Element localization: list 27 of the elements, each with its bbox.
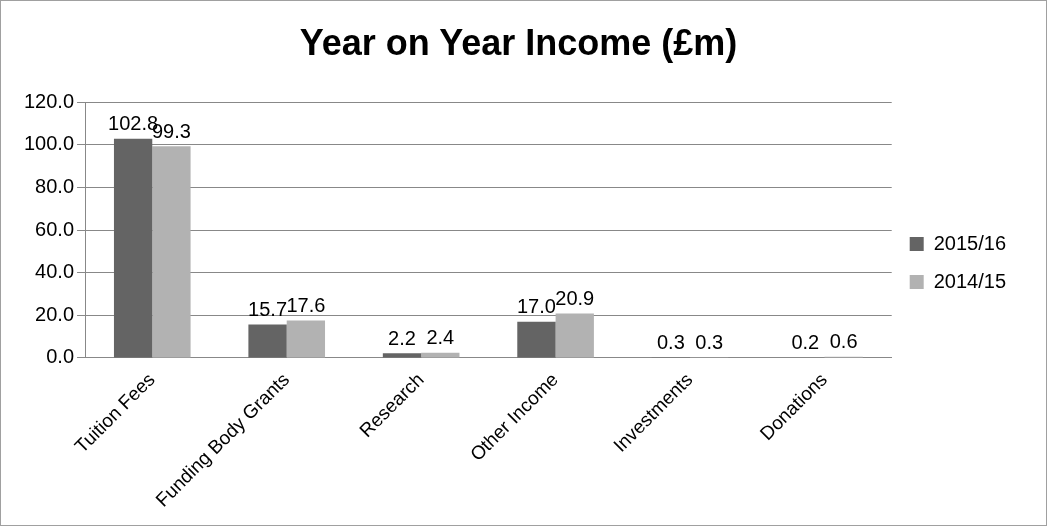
y-tick-label: 20.0	[35, 302, 75, 325]
bar	[113, 138, 153, 358]
data-label: 0.3	[656, 330, 685, 353]
y-tick-label: 120.0	[23, 89, 75, 112]
y-tick-label: 100.0	[23, 132, 75, 155]
data-label: 17.6	[286, 293, 326, 316]
y-tick-label: 40.0	[35, 260, 75, 283]
chart-title: Year on Year Income (£m)	[299, 21, 738, 63]
data-label: 15.7	[248, 297, 288, 320]
data-label: 0.2	[791, 331, 820, 354]
y-tick-label: 80.0	[35, 174, 75, 197]
y-tick-label: 0.0	[46, 345, 75, 368]
legend-label: 2014/15	[933, 269, 1006, 292]
data-label: 20.9	[555, 286, 595, 309]
legend-label: 2015/16	[933, 231, 1006, 254]
data-label: 2.4	[426, 326, 455, 349]
y-tick-label: 60.0	[35, 217, 75, 240]
bar	[286, 320, 326, 358]
data-label: 0.6	[829, 330, 858, 353]
data-label: 0.3	[695, 330, 724, 353]
bar	[152, 146, 191, 358]
data-label: 2.2	[388, 326, 416, 349]
data-label: 17.0	[516, 295, 556, 318]
bar	[555, 313, 594, 358]
bar	[382, 353, 422, 358]
bar	[517, 321, 556, 358]
bar	[248, 324, 287, 358]
